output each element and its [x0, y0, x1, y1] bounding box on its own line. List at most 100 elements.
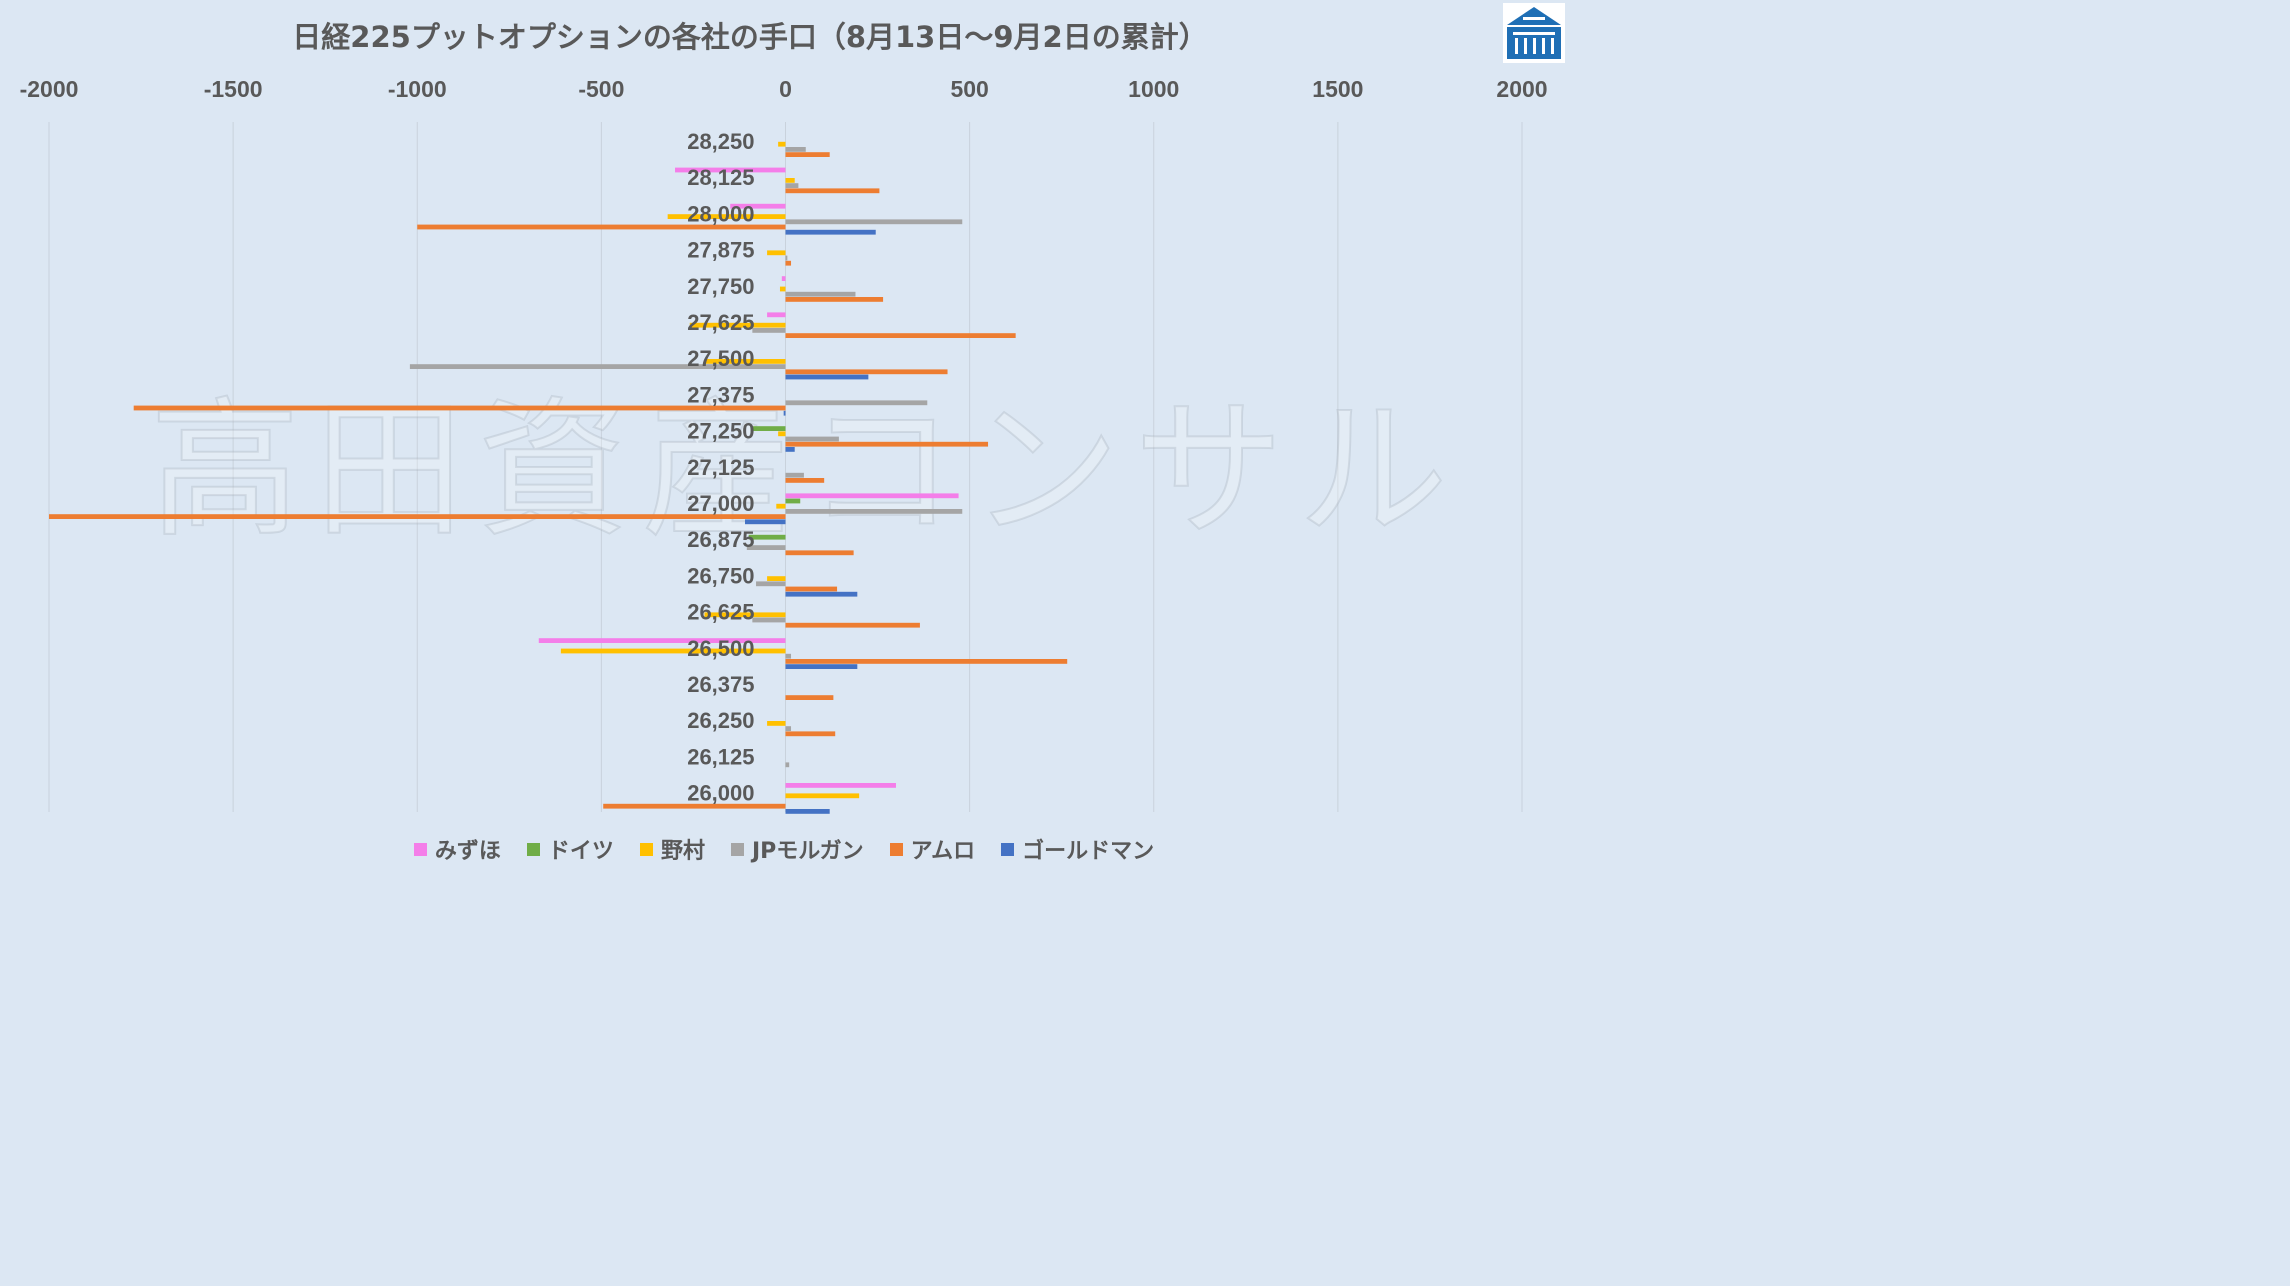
bar-みずほ: [785, 493, 959, 499]
bar-JPモルガン: [785, 653, 792, 659]
legend-item: みずほ: [413, 833, 501, 865]
bar-ゴールドマン: [744, 519, 786, 525]
bar-アムロ: [785, 188, 880, 194]
x-tick-label: 0: [779, 76, 792, 102]
legend-label: 野村: [660, 839, 705, 864]
bar-みずほ: [785, 783, 896, 788]
category-label: 26,875: [687, 527, 754, 552]
category-label: 27,500: [687, 346, 754, 371]
bar-野村: [704, 612, 786, 618]
bar-アムロ: [785, 441, 989, 447]
legend-swatch: [526, 842, 540, 856]
bar-ドイツ: [748, 534, 786, 540]
bar-ゴールドマン: [785, 809, 830, 814]
bar-野村: [560, 648, 786, 654]
bar-野村: [767, 576, 786, 581]
bar-アムロ: [49, 514, 786, 519]
category-label: 26,500: [687, 636, 754, 661]
bar-アムロ: [785, 152, 830, 157]
category-label: 27,750: [687, 274, 754, 299]
legend-item: ドイツ: [526, 833, 614, 865]
category-label: 27,000: [687, 491, 754, 516]
legend-item: JPモルガン: [730, 833, 864, 865]
bar-ゴールドマン: [785, 591, 858, 597]
legend-swatch: [1001, 842, 1015, 856]
category-label: 26,125: [687, 744, 754, 769]
category-label: 28,250: [687, 129, 754, 154]
bar-アムロ: [785, 622, 920, 628]
category-label: 28,000: [687, 201, 754, 226]
bar-JPモルガン: [785, 183, 799, 188]
legend-label: アムロ: [910, 839, 976, 864]
bar-みずほ: [730, 203, 786, 209]
bar-アムロ: [785, 478, 825, 483]
bar-ゴールドマン: [783, 410, 786, 416]
bar-野村: [778, 141, 786, 147]
bar-JPモルガン: [785, 726, 792, 731]
bar-アムロ: [785, 333, 1016, 338]
legend-label: JPモルガン: [751, 839, 864, 864]
category-label: 26,250: [687, 708, 754, 733]
x-tick-label: 2000: [1496, 76, 1547, 102]
category-label: 26,750: [687, 563, 754, 588]
x-axis-ticks: -2000 -1500 -1000 -500 0 500 1000 1500 2000: [20, 76, 1548, 102]
bar-JPモルガン: [746, 545, 786, 550]
bar-みずほ: [675, 167, 786, 173]
bar-JPモルガン: [752, 617, 786, 623]
x-tick-label: 1000: [1128, 76, 1179, 102]
bar-アムロ: [785, 731, 836, 737]
category-label: 26,625: [687, 600, 754, 625]
bar-野村: [776, 503, 786, 509]
bar-野村: [778, 431, 786, 437]
legend-swatch: [889, 842, 903, 856]
bar-アムロ: [785, 586, 838, 592]
bar-野村: [689, 322, 786, 328]
bar-JPモルガン: [785, 255, 788, 261]
legend-item: アムロ: [889, 833, 976, 865]
bar-みずほ: [538, 638, 786, 643]
bar-アムロ: [785, 695, 834, 700]
x-tick-label: -1000: [388, 76, 447, 102]
gridlines: [48, 122, 1523, 812]
bar-ゴールドマン: [785, 447, 795, 452]
bar-野村: [779, 286, 786, 292]
bar-JPモルガン: [785, 147, 806, 152]
category-labels: 28,250 28,125 28,000 27,875 27,750 27,625 27,5…: [687, 129, 754, 806]
category-label: 27,375: [687, 382, 754, 407]
category-label: 27,250: [687, 419, 754, 444]
bars: [49, 141, 1068, 814]
bar-JPモルガン: [785, 400, 928, 406]
bar-JPモルガン: [785, 219, 963, 225]
category-label: 26,375: [687, 672, 754, 697]
category-label: 27,875: [687, 238, 754, 263]
bar-アムロ: [785, 369, 948, 375]
bar-アムロ: [417, 224, 786, 230]
bar-アムロ: [785, 550, 854, 556]
bar-野村: [704, 359, 786, 364]
legend-swatch: [413, 842, 427, 856]
category-label: 28,125: [687, 165, 754, 190]
bar-ゴールドマン: [785, 664, 858, 669]
chart-plot: 高田資産コンサル -2000 -1500 -1000 -500 0 500 1000 1500…: [20, 76, 1548, 814]
x-tick-label: 500: [950, 76, 988, 102]
legend-swatch: [639, 842, 653, 856]
bar-野村: [767, 250, 786, 256]
bar-JPモルガン: [756, 581, 786, 587]
bar-JPモルガン: [785, 762, 790, 768]
x-tick-label: -500: [578, 76, 624, 102]
bar-ゴールドマン: [785, 374, 869, 380]
bar-JPモルガン: [752, 328, 786, 333]
bar-JPモルガン: [785, 291, 856, 297]
legend: みずほ ドイツ 野村 JPモルガン アムロ ゴールドマン: [0, 833, 1568, 865]
bar-JPモルガン: [785, 472, 804, 478]
bar-アムロ: [133, 405, 786, 411]
bar-みずほ: [781, 276, 786, 281]
bar-アムロ: [785, 659, 1068, 664]
x-tick-label: -2000: [20, 76, 79, 102]
bar-アムロ: [785, 297, 884, 302]
legend-label: ドイツ: [547, 839, 614, 864]
x-tick-label: 1500: [1312, 76, 1363, 102]
bar-アムロ: [603, 803, 786, 809]
bar-JPモルガン: [409, 364, 786, 369]
bar-ゴールドマン: [785, 229, 876, 235]
